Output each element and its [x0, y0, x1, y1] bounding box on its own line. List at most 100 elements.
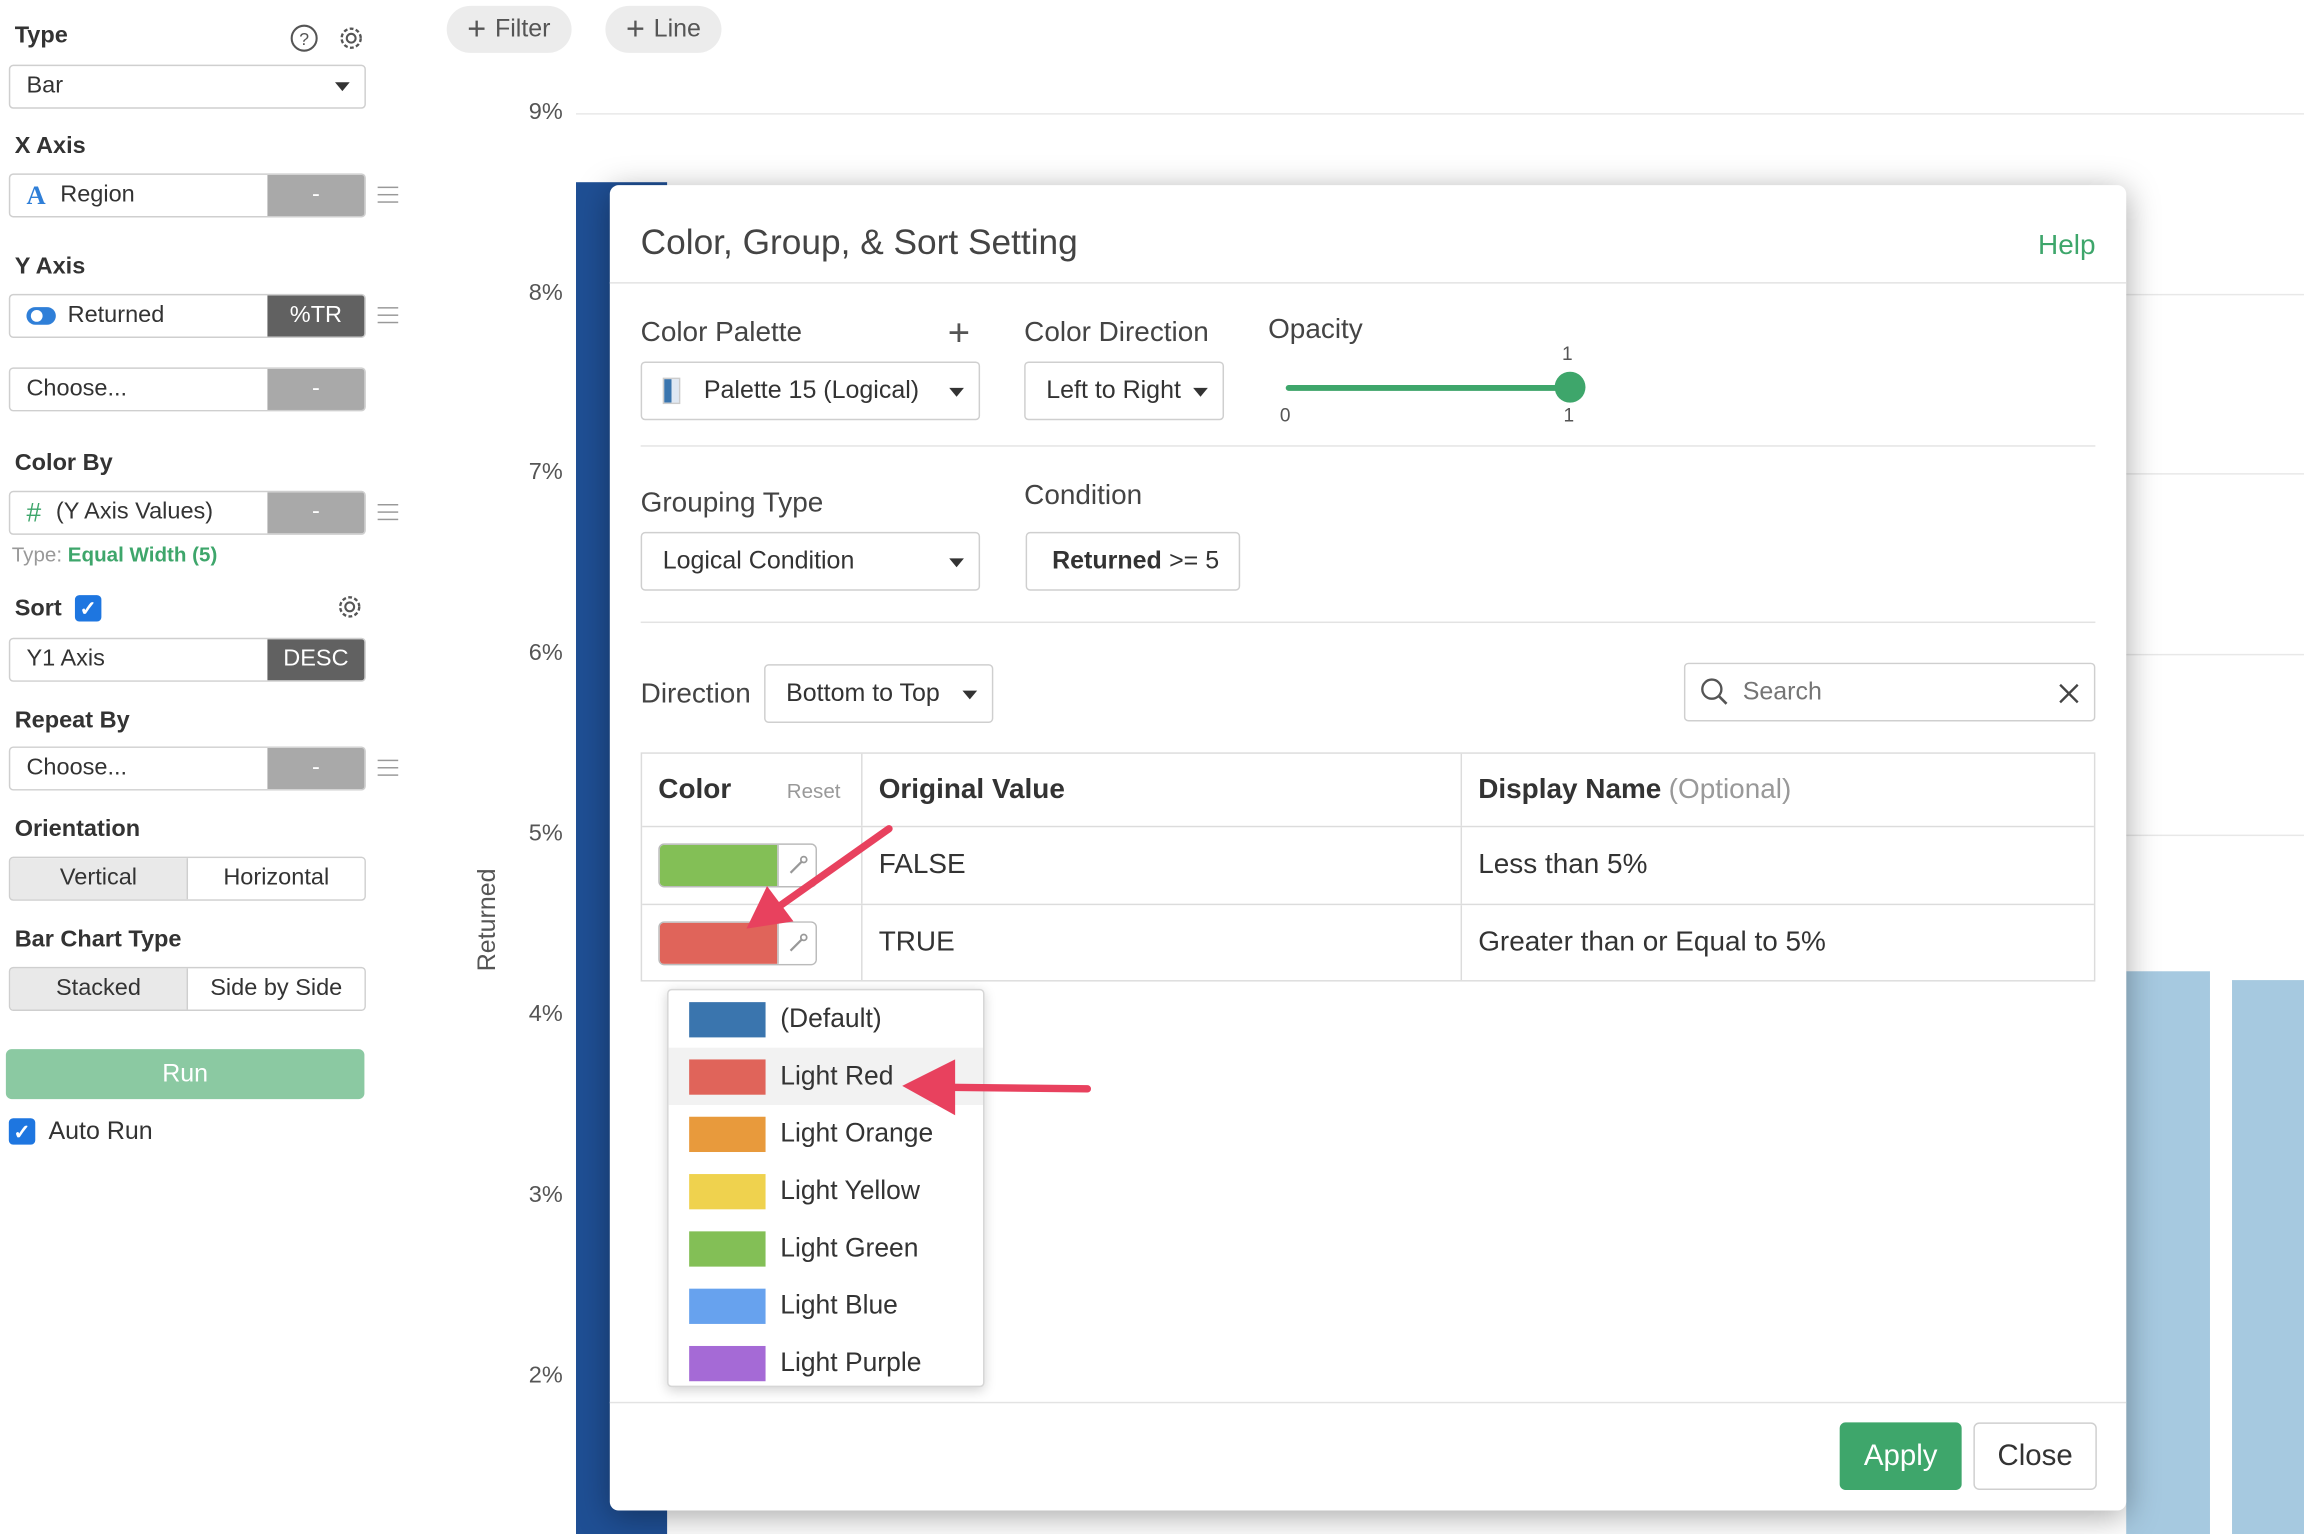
opacity-current: 1: [1561, 342, 1573, 365]
bar-type-stacked[interactable]: Stacked: [10, 968, 189, 1010]
sort-direction[interactable]: DESC: [267, 639, 365, 681]
y-axis-aggregation[interactable]: %TR: [267, 295, 365, 337]
color-by-aggregation[interactable]: -: [267, 492, 365, 534]
y-tick: 4%: [528, 1002, 563, 1028]
gear-icon[interactable]: [336, 24, 365, 53]
color-menu-item[interactable]: Light Green: [669, 1220, 983, 1277]
section-divider: [640, 445, 2096, 447]
color-menu-item[interactable]: Light Yellow: [669, 1162, 983, 1219]
color-menu-item[interactable]: (Default): [669, 990, 983, 1047]
search-input[interactable]: [1742, 677, 2037, 707]
color-by-field[interactable]: # (Y Axis Values) -: [8, 490, 366, 535]
condition-button[interactable]: Returned >= 5: [1025, 531, 1241, 591]
palette-swatch-icon: [662, 377, 681, 405]
apply-button[interactable]: Apply: [1839, 1422, 1962, 1490]
number-type-icon: #: [26, 497, 42, 527]
color-direction-label: Color Direction: [1024, 317, 1209, 349]
original-value-cell: TRUE: [863, 905, 1463, 981]
bar-chart-type-label: Bar Chart Type: [14, 927, 182, 953]
color-menu-item-label: Light Blue: [780, 1290, 898, 1320]
chevron-down-icon: [962, 690, 978, 700]
sort-field[interactable]: Y1 Axis DESC: [8, 637, 366, 682]
text-type-icon: A: [26, 180, 46, 210]
color-menu-item[interactable]: Light Purple: [669, 1334, 983, 1385]
add-palette-icon[interactable]: +: [947, 310, 971, 355]
sort-checkbox[interactable]: ✓: [74, 595, 102, 622]
run-button[interactable]: Run: [5, 1049, 365, 1100]
clear-search-icon[interactable]: [2059, 683, 2080, 704]
color-by-type[interactable]: Type: Equal Width (5): [12, 542, 218, 566]
y-axis-second-aggregation[interactable]: -: [267, 368, 365, 410]
add-line-button[interactable]: + Line: [605, 5, 722, 53]
repeat-by-aggregation[interactable]: -: [267, 747, 365, 790]
section-divider: [640, 621, 2096, 624]
color-swatch-button[interactable]: [658, 920, 817, 965]
color-column-header: Color: [658, 773, 732, 805]
repeat-by-field[interactable]: Choose... -: [8, 746, 366, 791]
color-by-type-prefix: Type:: [11, 542, 63, 566]
eyedropper-icon[interactable]: [777, 844, 816, 887]
opacity-slider-track[interactable]: [1285, 371, 1586, 403]
color-swatch-button[interactable]: [658, 843, 817, 888]
repeat-by-label: Repeat By: [14, 708, 130, 734]
y-tick: 6%: [528, 640, 563, 666]
y-axis-second-field[interactable]: Choose... -: [8, 367, 366, 412]
reset-link[interactable]: Reset: [786, 778, 841, 802]
color-palette-select[interactable]: Palette 15 (Logical): [640, 361, 981, 421]
condition-rule: >= 5: [1169, 546, 1220, 575]
bar-type-side-by-side[interactable]: Side by Side: [188, 968, 365, 1010]
y-axis-second-value: Choose...: [26, 376, 128, 402]
type-value: Bar: [26, 73, 64, 99]
display-name-hint: (Optional): [1668, 773, 1792, 805]
y-tick: 9%: [528, 99, 563, 125]
opacity-min: 0: [1279, 404, 1291, 427]
y-axis-field[interactable]: Returned %TR: [8, 293, 366, 338]
opacity-slider-handle[interactable]: [1554, 371, 1586, 403]
type-label: Type: [14, 23, 68, 49]
auto-run-checkbox[interactable]: ✓: [8, 1118, 36, 1145]
y-axis-menu-icon[interactable]: [377, 307, 399, 324]
x-axis-label: X Axis: [14, 133, 86, 159]
y-tick: 3%: [528, 1182, 563, 1208]
x-axis-field[interactable]: A Region -: [8, 173, 366, 218]
help-icon[interactable]: ?: [289, 24, 318, 53]
color-menu-item[interactable]: Light Orange: [669, 1105, 983, 1162]
color-chip: [689, 1287, 766, 1324]
original-value-cell: FALSE: [863, 827, 1463, 904]
color-swatch-fill: [659, 844, 778, 887]
grouping-type-select[interactable]: Logical Condition: [640, 531, 981, 591]
filter-label: Filter: [494, 14, 551, 43]
type-select[interactable]: Bar: [8, 64, 366, 109]
repeat-by-menu-icon[interactable]: [377, 759, 399, 776]
x-axis-menu-icon[interactable]: [377, 186, 399, 203]
color-by-value: (Y Axis Values): [55, 499, 214, 525]
table-row: TRUE Greater than or Equal to 5%: [642, 905, 2094, 981]
display-name-cell[interactable]: Greater than or Equal to 5%: [1478, 926, 1826, 958]
color-direction-select[interactable]: Left to Right: [1024, 361, 1225, 421]
x-axis-value: Region: [60, 182, 135, 208]
color-menu-item[interactable]: Light Blue: [669, 1277, 983, 1334]
color-palette-label: Color Palette: [640, 317, 803, 349]
opacity-max: 1: [1563, 404, 1575, 427]
display-name-cell[interactable]: Less than 5%: [1478, 849, 1648, 881]
sort-gear-icon[interactable]: [335, 592, 364, 621]
add-filter-button[interactable]: + Filter: [446, 5, 572, 53]
y-axis-value: Returned: [67, 302, 165, 328]
direction-select[interactable]: Bottom to Top: [764, 664, 994, 723]
x-axis-aggregation[interactable]: -: [267, 174, 365, 217]
close-button[interactable]: Close: [1973, 1422, 2097, 1490]
help-link[interactable]: Help: [2038, 230, 2096, 262]
color-by-menu-icon[interactable]: [377, 504, 399, 521]
y-tick: 8%: [528, 280, 563, 306]
orientation-vertical[interactable]: Vertical: [10, 858, 189, 900]
table-header: Color Reset Original Value Display Name …: [642, 753, 2094, 828]
annotation-arrow: [902, 1059, 1092, 1116]
svg-text:?: ?: [299, 29, 309, 49]
chevron-down-icon: [1193, 387, 1208, 397]
eyedropper-icon[interactable]: [777, 922, 816, 964]
orientation-horizontal[interactable]: Horizontal: [188, 858, 365, 900]
color-chip: [689, 1001, 766, 1037]
toggle-type-icon: [26, 307, 56, 325]
search-box[interactable]: [1683, 662, 2096, 722]
